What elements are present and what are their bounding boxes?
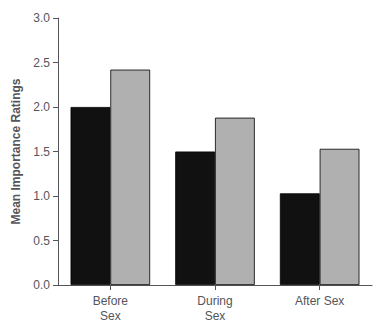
svg-text:After Sex: After Sex [295,294,344,308]
svg-text:Sex: Sex [100,309,121,323]
svg-text:Mean Importance Ratings: Mean Importance Ratings [9,78,23,224]
svg-text:2.5: 2.5 [33,56,50,70]
svg-text:0.0: 0.0 [33,278,50,292]
svg-text:0.5: 0.5 [33,234,50,248]
svg-text:1.5: 1.5 [33,145,50,159]
svg-text:2.0: 2.0 [33,100,50,114]
svg-text:1.0: 1.0 [33,189,50,203]
svg-text:3.0: 3.0 [33,11,50,25]
svg-text:Before: Before [93,294,129,308]
svg-text:Sex: Sex [205,309,226,323]
svg-text:During: During [197,294,232,308]
